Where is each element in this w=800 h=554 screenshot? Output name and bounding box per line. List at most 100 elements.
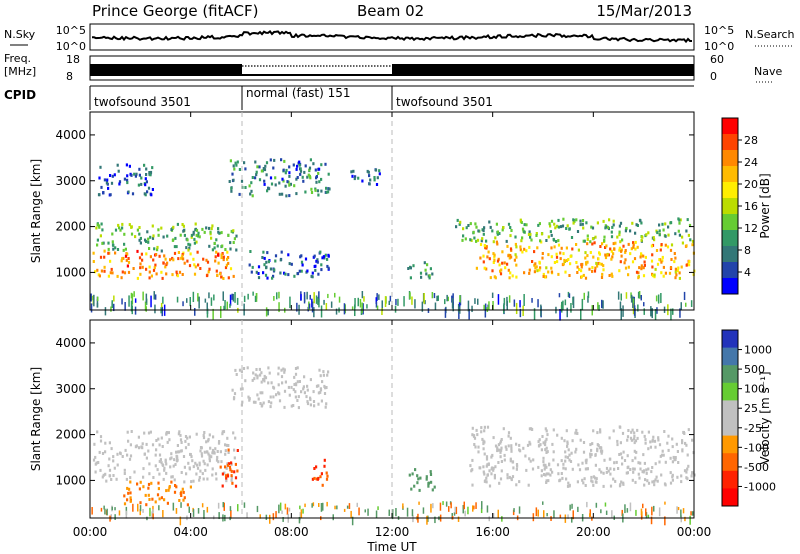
power-cell [586,254,589,258]
power-cell [284,171,287,175]
power-cell [255,173,258,177]
power-cell [658,258,661,262]
velocity-cell [140,445,143,449]
velocity-cell [299,512,301,521]
power-cell [232,293,235,302]
velocity-cell [540,469,543,473]
power-cell [96,238,99,242]
velocity-cell [545,451,548,454]
power-cell [116,248,120,251]
power-cell [148,276,151,280]
velocity-cell [643,434,646,438]
power-cell [232,229,235,233]
velocity-cell [163,498,166,502]
velocity-cell [182,455,186,458]
power-cell [492,240,495,244]
power-cell [249,250,252,253]
velocity-cell [413,484,416,488]
velocity-cell [507,431,511,435]
power-cell [226,257,229,261]
velocity-cell [129,496,132,500]
power-cell [311,271,314,275]
power-cell [610,272,613,276]
velocity-cell [158,472,161,476]
power-cell [579,219,582,223]
power-colorbar-swatch [722,214,738,231]
velocity-cell [296,366,299,370]
velocity-cell [187,442,190,446]
velocity-cell [667,434,670,438]
power-cell [459,220,462,224]
velocity-cell [265,514,268,520]
power-cell [299,255,302,259]
power-cell [149,170,153,174]
power-colorbar-swatch [722,278,738,295]
power-cell [455,225,458,229]
velocity-cell [693,473,696,477]
power-cell [153,266,156,270]
power-cell [660,293,662,304]
velocity-cell [619,425,622,429]
velocity-cell [450,502,452,509]
velocity-cell [142,475,145,479]
velocity-cell [602,484,605,488]
velocity-cell [325,477,329,481]
power-cell [163,254,166,258]
power-cell [678,218,681,222]
power-cell [302,179,305,183]
power-cell [586,234,589,238]
power-cell [116,163,119,167]
velocity-cell [172,502,175,511]
power-cell [260,169,263,173]
power-cell [295,192,298,196]
power-cell [296,176,299,179]
velocity-cell [91,507,93,515]
velocity-cell [162,477,165,481]
power-cell [496,232,499,236]
velocity-cell [542,463,545,467]
power-cell [610,230,613,234]
power-cell [620,308,622,320]
power-cell [311,275,314,279]
power-cell [523,271,526,275]
power-cell [528,245,531,249]
power-cell [423,293,425,304]
velocity-cell [480,426,483,430]
velocity-cell [528,457,531,461]
power-cell [157,233,160,237]
power-cell [640,221,643,225]
velocity-cell [642,503,644,509]
velocity-cell [166,440,169,444]
velocity-cell [471,426,474,430]
power-cell [670,258,673,261]
velocity-cell [207,437,210,441]
velocity-cell [544,463,547,467]
x-tick-label: 12:00 [375,525,410,539]
power-cell [534,266,537,270]
power-cell [249,192,252,196]
velocity-cell [626,435,630,439]
velocity-cell [116,463,119,467]
noise-right-tick-high: 10^5 [704,24,734,37]
velocity-cell [642,453,645,457]
velocity-cell [471,433,474,437]
velocity-cell [176,457,179,460]
velocity-cell [125,477,128,481]
velocity-cell [126,430,129,434]
velocity-cell [507,434,510,438]
power-cell [608,274,611,277]
power-cell [688,260,691,263]
velocity-cell [657,438,660,442]
power-cell [691,243,694,247]
velocity-cell [671,460,674,464]
velocity-cell [662,453,665,457]
velocity-cell [166,501,169,505]
velocity-cell [500,460,503,463]
velocity-cell [574,431,577,435]
power-cell [295,177,298,181]
velocity-cell [165,471,168,475]
power-cell [180,256,183,260]
power-cell [258,178,262,182]
velocity-cell [676,506,678,514]
power-cell [96,223,99,227]
